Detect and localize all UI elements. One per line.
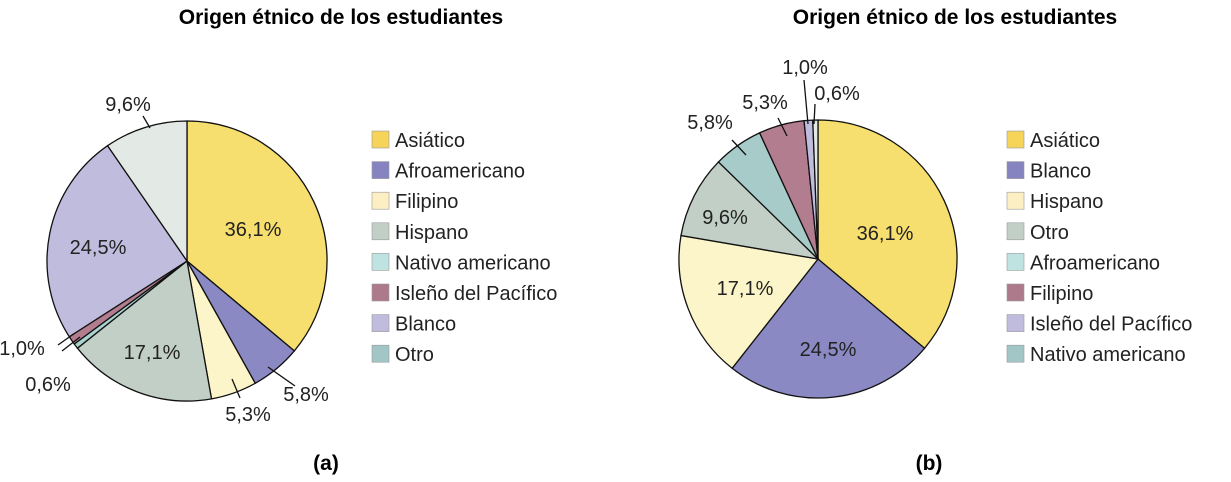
legend-entry: Afroamericano <box>1030 252 1160 274</box>
legend-swatch <box>371 222 390 241</box>
data-label: 17,1% <box>124 342 181 364</box>
legend-entry: Hispano <box>395 222 468 244</box>
data-label: 0,6% <box>25 374 71 396</box>
data-label: 5,8% <box>687 112 733 134</box>
pie-slice-otro <box>106 120 188 264</box>
data-label: 36,1% <box>225 219 282 241</box>
leader-line <box>777 117 788 137</box>
pie-slice-asiático <box>817 119 958 350</box>
legend-swatch <box>1006 344 1025 363</box>
data-label: 24,5% <box>70 237 127 259</box>
pie-slice-otro <box>680 161 820 260</box>
legend-entry: Isleño del Pacífico <box>1030 314 1192 336</box>
legend-swatch <box>1006 222 1025 241</box>
data-label: 1,0% <box>782 57 828 79</box>
data-label: 5,3% <box>742 92 788 114</box>
leader-line <box>142 115 151 129</box>
legend-swatch <box>371 314 390 332</box>
chart-caption: (a) <box>313 452 339 475</box>
leader-line <box>803 79 809 125</box>
legend-swatch <box>371 191 390 210</box>
data-label: 5,8% <box>283 384 329 406</box>
legend-swatch <box>371 253 390 271</box>
legend-entry: Blanco <box>395 314 456 336</box>
legend-swatch <box>371 161 390 179</box>
legend-entry: Asiático <box>1030 130 1100 152</box>
leader-line <box>813 103 816 125</box>
leader-line <box>57 332 76 346</box>
data-label: 24,5% <box>800 339 857 361</box>
legend-entry: Isleño del Pacífico <box>395 283 557 305</box>
legend-entry: Nativo americano <box>395 252 551 274</box>
pie-slice-nativo-americano <box>812 119 819 260</box>
chart-caption: (b) <box>916 452 943 475</box>
pie-slice-asiático <box>186 120 328 352</box>
legend-swatch <box>1006 130 1025 149</box>
leader-line <box>267 366 296 387</box>
data-label: 0,6% <box>814 83 860 105</box>
legend-entry: Otro <box>1030 222 1069 244</box>
leader-line <box>731 139 747 156</box>
legend-entry: Filipino <box>1030 283 1093 305</box>
pie-slice-hispano <box>678 234 820 370</box>
data-label: 9,6% <box>702 207 748 229</box>
legend-swatch <box>1006 161 1025 179</box>
legend-entry: Afroamericano <box>395 161 525 183</box>
legend-swatch <box>1006 253 1025 271</box>
legend: Asiático Blanco Hispano Otro Afroamericano Fi… <box>1006 130 1192 366</box>
legend-swatch <box>371 344 390 363</box>
legend-entry: Nativo americano <box>1030 344 1186 366</box>
data-label: 36,1% <box>857 223 914 245</box>
legend-entry: Hispano <box>1030 191 1103 213</box>
pie-chart-b: Origen étnico de los estudiantes (b) 36,1%… <box>678 6 1192 475</box>
chart-title: Origen étnico de los estudiantes <box>793 6 1117 29</box>
legend-entry: Otro <box>395 344 434 366</box>
leader-line <box>61 336 81 352</box>
pie-slice-hispano <box>76 259 213 402</box>
data-label: 5,3% <box>225 404 271 426</box>
legend: Asiático Afroamericano Filipino Hispano Nati… <box>371 130 557 366</box>
legend-swatch <box>1006 283 1025 302</box>
legend-swatch <box>371 130 390 149</box>
pie-slice-blanco <box>46 144 188 338</box>
data-label: 9,6% <box>105 94 151 116</box>
leader-line <box>231 378 241 399</box>
legend-swatch <box>1006 314 1025 332</box>
data-label: 1,0% <box>0 338 45 360</box>
legend-entry: Blanco <box>1030 161 1091 183</box>
legend-entry: Filipino <box>395 191 458 213</box>
legend-swatch <box>371 283 390 302</box>
data-label: 17,1% <box>717 278 774 300</box>
chart-title: Origen étnico de los estudiantes <box>179 6 503 29</box>
legend-swatch <box>1006 191 1025 210</box>
pie-slice-blanco <box>731 258 926 399</box>
pie-chart-a: Origen étnico de los estudiantes (a) 36,1%… <box>0 6 557 475</box>
legend-entry: Asiático <box>395 130 465 152</box>
